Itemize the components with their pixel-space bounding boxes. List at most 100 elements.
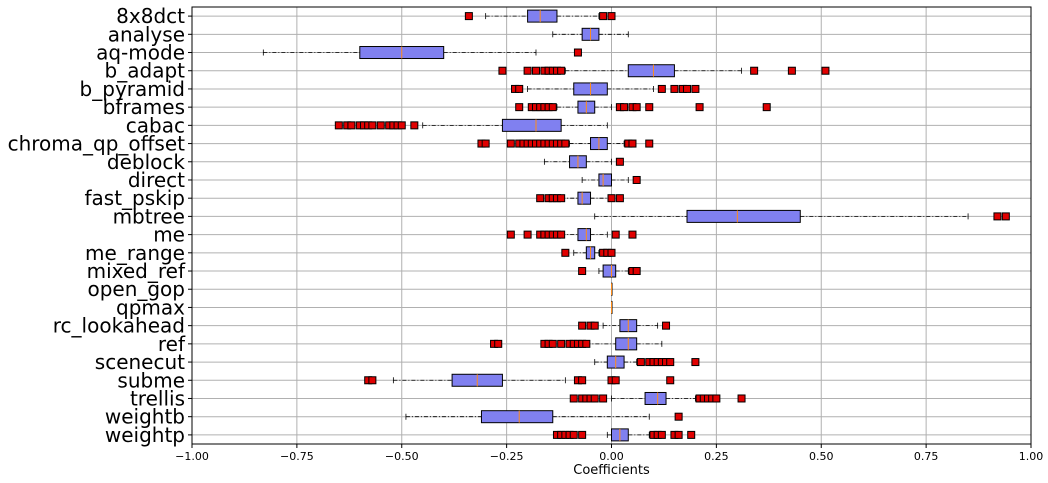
outlier-point bbox=[368, 121, 377, 130]
box-analyse bbox=[552, 27, 629, 41]
box-mixed_ref bbox=[578, 264, 641, 278]
outlier-point bbox=[531, 66, 540, 75]
outlier-point bbox=[569, 394, 578, 403]
box-qpmax bbox=[611, 300, 613, 314]
x-tick-label: 0.50 bbox=[809, 450, 834, 463]
outlier-point bbox=[536, 194, 545, 203]
boxes-layer bbox=[262, 9, 1010, 442]
y-tick-label: deblock bbox=[107, 150, 185, 174]
outlier-point bbox=[590, 321, 599, 330]
y-tick-label: qpmax bbox=[116, 295, 185, 319]
y-tick-label: open_gop bbox=[87, 277, 185, 301]
outlier-point bbox=[691, 84, 700, 93]
outlier-point bbox=[645, 103, 654, 112]
box-b_adapt bbox=[498, 64, 830, 78]
outlier-point bbox=[666, 358, 675, 367]
outlier-point bbox=[666, 376, 675, 385]
box-iqr bbox=[615, 337, 638, 351]
box-bframes bbox=[515, 100, 771, 114]
outlier-point bbox=[368, 376, 377, 385]
y-tick-label: scenecut bbox=[95, 350, 185, 374]
x-tick-label: −1.00 bbox=[175, 450, 209, 463]
box-ref bbox=[490, 337, 663, 351]
outlier-point bbox=[494, 339, 503, 348]
y-tick-label: me_range bbox=[85, 241, 185, 265]
x-tick-label: 1.00 bbox=[1019, 450, 1044, 463]
outlier-point bbox=[674, 430, 683, 439]
outlier-point bbox=[573, 48, 582, 57]
y-tick-label: analyse bbox=[108, 22, 185, 46]
outlier-point bbox=[582, 339, 591, 348]
box-fast_pskip bbox=[536, 191, 624, 205]
outlier-point bbox=[607, 12, 616, 21]
x-tick-label: 0.75 bbox=[914, 450, 939, 463]
box-iqr bbox=[577, 228, 592, 242]
outlier-point bbox=[691, 358, 700, 367]
box-scenecut bbox=[594, 355, 700, 369]
outlier-point bbox=[645, 139, 654, 148]
box-direct bbox=[581, 173, 641, 187]
box-iqr bbox=[602, 264, 617, 278]
y-tick-label: me bbox=[153, 223, 185, 247]
box-iqr bbox=[501, 118, 562, 132]
x-tick-label: −0.25 bbox=[490, 450, 524, 463]
outlier-point bbox=[611, 376, 620, 385]
outlier-point bbox=[712, 394, 721, 403]
box-subme bbox=[364, 373, 675, 387]
outlier-point bbox=[523, 66, 532, 75]
box-iqr bbox=[527, 9, 558, 23]
outlier-point bbox=[615, 194, 624, 203]
outlier-point bbox=[578, 376, 587, 385]
y-tick-label: aq-mode bbox=[96, 41, 185, 65]
outlier-point bbox=[523, 230, 532, 239]
box-mbtree bbox=[594, 209, 1010, 223]
box-weightb bbox=[405, 410, 683, 424]
outlier-point bbox=[657, 84, 666, 93]
box-iqr bbox=[686, 209, 801, 223]
outlier-point bbox=[548, 103, 557, 112]
outlier-point bbox=[590, 394, 599, 403]
outlier-point bbox=[599, 394, 608, 403]
box-deblock bbox=[543, 155, 624, 169]
outlier-point bbox=[481, 139, 490, 148]
outlier-point bbox=[632, 103, 641, 112]
outlier-point bbox=[1001, 212, 1010, 221]
box-iqr bbox=[644, 391, 667, 405]
x-axis-label: Coefficients bbox=[573, 463, 650, 478]
outlier-point bbox=[347, 121, 356, 130]
outlier-point bbox=[578, 430, 587, 439]
outlier-point bbox=[506, 139, 515, 148]
y-tick-label: cabac bbox=[126, 113, 185, 137]
x-tick-labels: −1.00 −0.75 −0.50 −0.25 0.00 0.25 0.50 0.75 1.00 bbox=[175, 444, 1043, 463]
outlier-point bbox=[632, 175, 641, 184]
y-tick-label: chroma_qp_offset bbox=[8, 132, 186, 156]
outlier-point bbox=[578, 267, 587, 276]
outlier-point bbox=[557, 194, 566, 203]
box-aq-mode bbox=[262, 46, 582, 60]
outlier-point bbox=[615, 157, 624, 166]
outlier-point bbox=[662, 321, 671, 330]
y-tick-label: subme bbox=[117, 368, 185, 392]
box-rc_lookahead bbox=[578, 319, 671, 333]
x-tick-label: 0.25 bbox=[704, 450, 729, 463]
outlier-point bbox=[674, 412, 683, 421]
outlier-point bbox=[397, 121, 406, 130]
y-tick-label: trellis bbox=[130, 386, 185, 410]
outlier-point bbox=[607, 248, 616, 257]
outlier-point bbox=[821, 66, 830, 75]
outlier-point bbox=[607, 194, 616, 203]
y-tick-label: mixed_ref bbox=[87, 259, 186, 283]
y-tick-label: 8x8dct bbox=[116, 4, 185, 28]
y-tick-label: weightp bbox=[105, 423, 185, 447]
outlier-point bbox=[548, 339, 557, 348]
y-tick-label: b_adapt bbox=[105, 59, 186, 83]
outlier-point bbox=[498, 66, 507, 75]
box-trellis bbox=[569, 391, 746, 405]
outlier-point bbox=[750, 66, 759, 75]
outlier-point bbox=[670, 84, 679, 93]
outlier-point bbox=[611, 230, 620, 239]
y-tick-label: b_pyramid bbox=[80, 77, 185, 101]
x-tick-label: 0.00 bbox=[599, 450, 624, 463]
box-chroma_qp_offset bbox=[477, 137, 654, 151]
